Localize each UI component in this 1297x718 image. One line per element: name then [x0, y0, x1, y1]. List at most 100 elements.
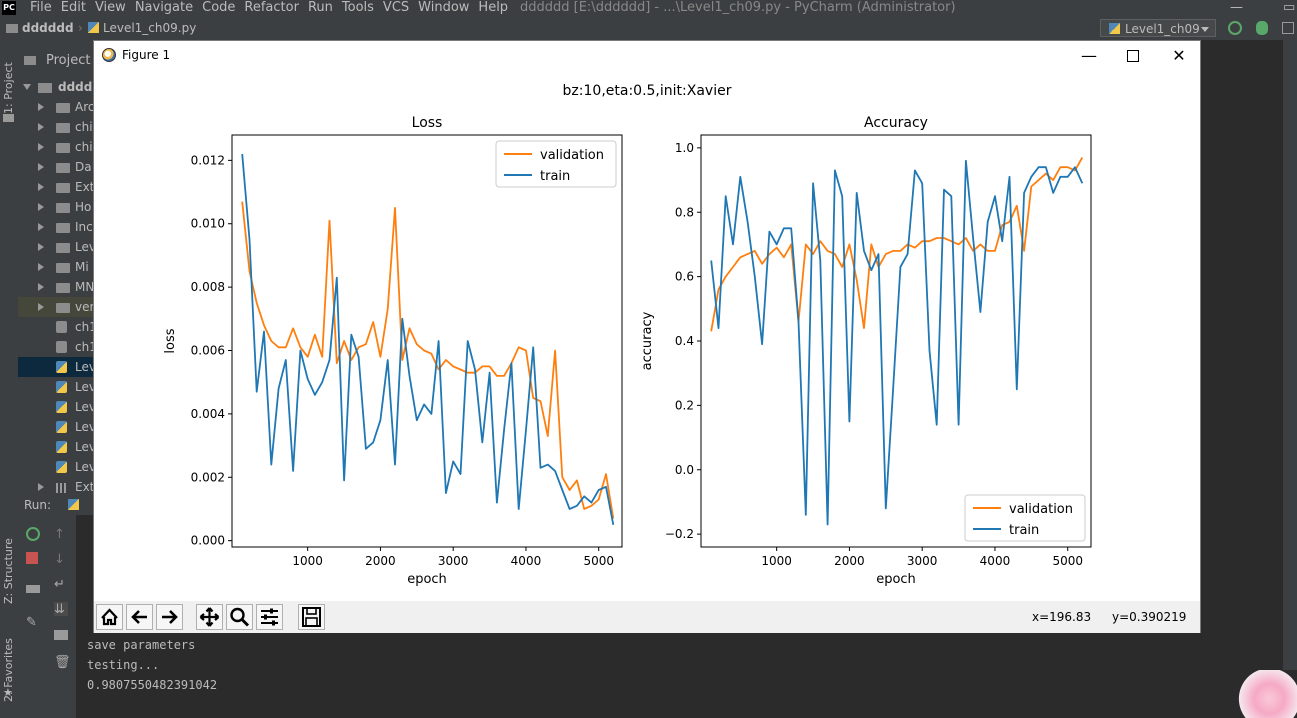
minimize-icon[interactable]: —	[1230, 0, 1243, 15]
tree-item-label: Inc	[75, 220, 93, 234]
folder-icon	[3, 114, 14, 122]
tree-item[interactable]: MN	[18, 277, 93, 297]
library-icon	[56, 483, 68, 493]
x-axis-label: epoch	[407, 572, 447, 587]
menu-tools[interactable]: Tools	[341, 0, 374, 15]
tree-item[interactable]: ver	[18, 297, 93, 317]
run-configuration-select[interactable]: Level1_ch09	[1100, 19, 1216, 37]
y-tick-label: 0.000	[191, 534, 225, 548]
tree-item-label: Mi	[75, 260, 89, 274]
menubar: PC File Edit View Navigate Code Refactor Run To…	[0, 0, 1297, 16]
tree-item[interactable]: Lev	[18, 377, 93, 397]
scroll-to-end-icon[interactable]: ⇊	[54, 602, 68, 617]
menu-view[interactable]: View	[94, 0, 126, 15]
tree-item-label: Da	[75, 160, 92, 174]
tree-item[interactable]: ch1	[18, 337, 93, 357]
tree-item[interactable]: ch1	[18, 317, 93, 337]
menu-code[interactable]: Code	[202, 0, 236, 15]
chevron-right-icon	[38, 183, 44, 191]
tree-item[interactable]: Mi	[18, 257, 93, 277]
series-line-train	[710, 159, 1084, 526]
pycharm-logo-icon: PC	[2, 1, 16, 15]
save-button[interactable]	[298, 604, 325, 630]
menu-navigate[interactable]: Navigate	[134, 0, 194, 15]
python-file-icon	[56, 461, 67, 473]
layout-icon[interactable]	[26, 585, 40, 593]
menu-edit[interactable]: Edit	[60, 0, 86, 15]
subplots-button[interactable]	[256, 604, 283, 630]
forward-button[interactable]	[156, 604, 183, 630]
series-line-train	[241, 153, 615, 525]
console-line: save parameters	[87, 638, 196, 652]
menu-run[interactable]: Run	[307, 0, 333, 15]
maximize-icon[interactable]	[1118, 45, 1148, 67]
x-tick-label: 4000	[980, 554, 1011, 568]
project-panel-header[interactable]: Project	[18, 50, 93, 72]
arrow-left-icon	[131, 610, 147, 624]
rerun-icon[interactable]	[1228, 21, 1242, 35]
tree-root[interactable]: dddd	[18, 77, 93, 97]
tree-item[interactable]: Da	[18, 157, 93, 177]
move-icon	[199, 607, 220, 627]
back-button[interactable]	[126, 604, 153, 630]
tree-item[interactable]: chi	[18, 137, 93, 157]
breadcrumb-project[interactable]: dddddd	[6, 16, 74, 40]
zoom-button[interactable]	[226, 604, 253, 630]
chevron-right-icon	[38, 223, 44, 231]
y-tick-label: −0.2	[665, 527, 694, 541]
x-tick-label: 5000	[1052, 554, 1083, 568]
tree-item[interactable]: Lev	[18, 457, 93, 477]
tree-item[interactable]: chi	[18, 117, 93, 137]
menu-help[interactable]: Help	[478, 0, 509, 15]
plot-canvas[interactable]: bz:10,eta:0.5,init:Xavier Loss 1000 2000 30…	[94, 71, 1200, 601]
tree-item[interactable]: Ho	[18, 197, 93, 217]
menu-refactor[interactable]: Refactor	[244, 0, 299, 15]
menu-vcs[interactable]: VCS	[382, 0, 410, 15]
tree-external-libraries[interactable]: Extern	[18, 477, 93, 495]
run-toolbar: ↑ ↓ ↵ ⇊ ✎ 🗑	[18, 515, 76, 718]
tree-item[interactable]: Lev	[18, 237, 93, 257]
x-tick-label: 2000	[834, 554, 865, 568]
folder-icon	[56, 283, 70, 293]
trash-icon[interactable]: 🗑	[54, 655, 71, 670]
tree-item[interactable]: Ext	[18, 177, 93, 197]
folder-icon	[56, 243, 70, 253]
debug-icon[interactable]	[1256, 21, 1268, 35]
print-icon[interactable]	[54, 630, 68, 640]
legend-label-train: train	[540, 169, 570, 184]
project-tool-tab[interactable]: 1: Project	[2, 62, 15, 114]
tree-item[interactable]: Arc	[18, 97, 93, 117]
python-file-icon	[68, 499, 79, 510]
tree-item[interactable]: Lev	[18, 357, 93, 377]
menu-file[interactable]: File	[30, 0, 52, 15]
restore-icon[interactable]: ▭	[1283, 0, 1296, 15]
home-button[interactable]	[96, 604, 123, 630]
window-title: dddddd [E:\dddddd] - ...\Level1_ch09.py …	[520, 0, 956, 15]
breadcrumb-file[interactable]: Level1_ch09.py	[88, 16, 196, 40]
figure-toolbar: x=196.83 y=0.390219	[94, 601, 1200, 633]
arrow-up-icon[interactable]: ↑	[54, 527, 65, 542]
structure-tool-tab[interactable]: Z: Structure	[2, 538, 15, 604]
y-tick-label: 0.010	[191, 217, 225, 231]
stop-icon[interactable]	[26, 552, 38, 564]
menu-window[interactable]: Window	[418, 0, 470, 15]
tree-item[interactable]: Inc	[18, 217, 93, 237]
stop-icon[interactable]	[1282, 22, 1294, 34]
python-file-icon	[56, 441, 67, 453]
y-tick-label: 0.002	[191, 470, 225, 484]
tree-item[interactable]: Lev	[18, 437, 93, 457]
tree-item[interactable]: Lev	[18, 417, 93, 437]
tree-item[interactable]: Lev	[18, 397, 93, 417]
sliders-icon	[261, 608, 278, 626]
pan-button[interactable]	[196, 604, 223, 630]
soft-wrap-icon[interactable]: ↵	[54, 577, 65, 592]
minimize-icon[interactable]: —	[1081, 46, 1097, 65]
pin-icon[interactable]: ✎	[26, 615, 37, 630]
y-tick-label: 0.008	[191, 280, 225, 294]
right-tool-strip	[1283, 40, 1297, 718]
rerun-icon[interactable]	[26, 527, 40, 541]
arrow-down-icon[interactable]: ↓	[54, 552, 65, 567]
folder-icon	[24, 56, 36, 65]
close-icon[interactable]: ✕	[1172, 46, 1186, 65]
breadcrumb-separator-icon: ›	[78, 21, 83, 35]
